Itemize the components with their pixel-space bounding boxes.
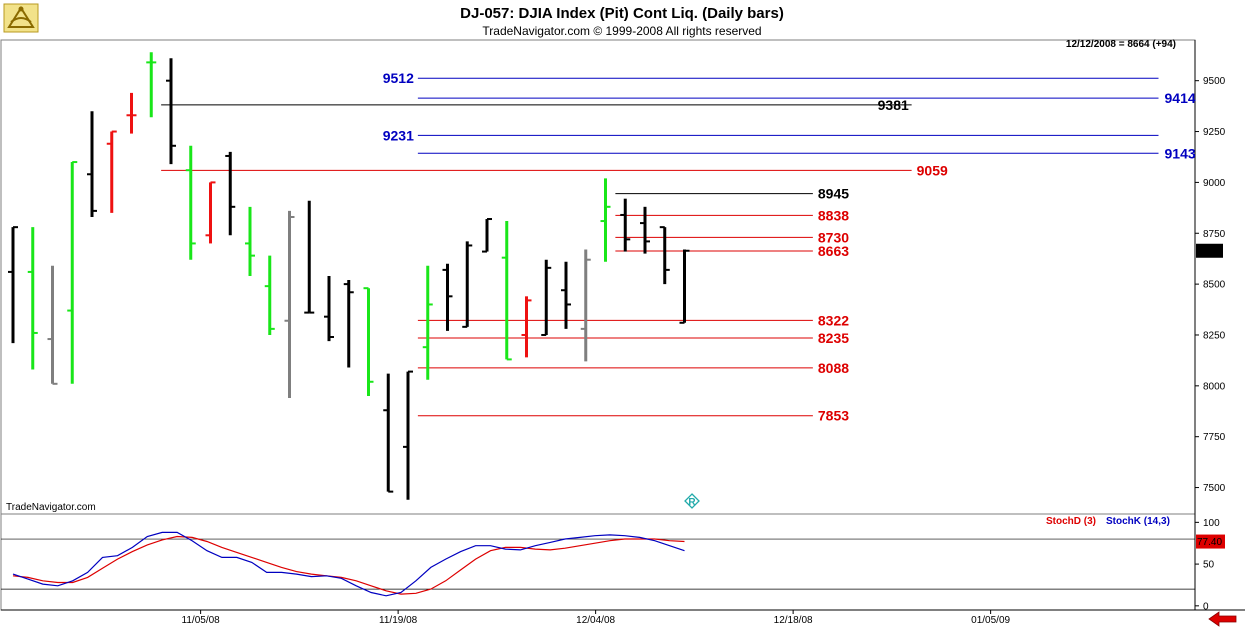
stoch-axis-tick-label: 100 xyxy=(1203,518,1220,529)
price-bar xyxy=(185,145,196,260)
price-axis-tick-label: 7750 xyxy=(1203,432,1226,443)
price-bar xyxy=(561,261,571,329)
price-bar xyxy=(580,249,591,362)
x-axis-tick-label: 11/05/08 xyxy=(182,615,221,626)
level-label: 8663 xyxy=(818,243,849,259)
level-label: 9381 xyxy=(878,97,909,113)
level-label: 8838 xyxy=(818,207,849,223)
price-bar xyxy=(659,226,670,285)
level-label: 9512 xyxy=(383,70,414,86)
chart-title: DJ-057: DJIA Index (Pit) Cont Liq. (Dail… xyxy=(460,5,784,22)
price-bar xyxy=(640,206,650,254)
watermark-text: TradeNavigator.com xyxy=(6,502,96,513)
price-bar xyxy=(27,227,38,370)
price-bar xyxy=(442,263,453,331)
price-bar xyxy=(343,280,354,368)
level-label: 8088 xyxy=(818,360,849,376)
x-axis-tick-label: 12/04/08 xyxy=(576,615,615,626)
price-bar xyxy=(126,92,137,134)
price-bar xyxy=(600,178,611,262)
level-label: 8730 xyxy=(818,229,849,245)
svg-text:R: R xyxy=(688,497,696,508)
price-bar xyxy=(324,275,334,342)
price-axis-tick-label: 8000 xyxy=(1203,381,1226,392)
x-axis-tick-label: 01/05/09 xyxy=(971,615,1010,626)
sextant-logo-icon[interactable] xyxy=(3,3,39,33)
price-axis-tick-label: 9000 xyxy=(1203,178,1226,189)
x-axis-tick-label: 11/19/08 xyxy=(379,615,418,626)
price-bar xyxy=(106,130,117,213)
last-price-label: 8664 xyxy=(1198,246,1221,257)
price-bar xyxy=(521,296,532,358)
price-axis-tick-label: 8250 xyxy=(1203,330,1226,341)
price-bar xyxy=(205,181,216,244)
date-readout: 12/12/2008 = 8664 (+94) xyxy=(1066,39,1176,50)
price-bar xyxy=(87,111,97,217)
level-label: 9059 xyxy=(917,162,948,178)
level-label: 8235 xyxy=(818,330,849,346)
price-bar xyxy=(245,206,255,276)
level-label: 9143 xyxy=(1165,145,1196,161)
price-bar xyxy=(304,200,315,314)
price-bar xyxy=(264,255,275,335)
price-bar xyxy=(482,218,492,253)
level-label: 9231 xyxy=(383,127,414,143)
price-bar xyxy=(620,198,631,252)
stoch-panel-frame xyxy=(0,513,1196,611)
level-label: 8945 xyxy=(818,186,849,202)
level-label: 9414 xyxy=(1165,90,1196,106)
price-panel-frame xyxy=(0,39,1196,515)
price-axis-tick-label: 7500 xyxy=(1203,483,1226,494)
legend-stoch-d: StochD (3) xyxy=(1046,516,1096,527)
price-bar xyxy=(462,241,473,328)
price-bar xyxy=(166,58,176,165)
level-label: 8322 xyxy=(818,312,849,328)
price-axis-tick-label: 9500 xyxy=(1203,76,1226,87)
price-bar xyxy=(284,210,295,399)
price-bar xyxy=(225,151,236,236)
price-bar xyxy=(422,265,433,380)
x-axis-tick-label: 12/18/08 xyxy=(774,615,813,626)
stoch-series-line xyxy=(12,531,685,597)
chart-subtitle: TradeNavigator.com © 1999-2008 All right… xyxy=(482,24,761,38)
price-bar xyxy=(541,259,552,336)
stoch-last-value-label: 77.40 xyxy=(1197,537,1222,548)
price-axis-tick-label: 8750 xyxy=(1203,229,1226,240)
stoch-axis-tick-label: 50 xyxy=(1203,560,1215,571)
price-bar xyxy=(383,373,394,493)
price-bar xyxy=(403,370,413,500)
price-axis-tick-label: 8500 xyxy=(1203,280,1226,291)
price-bar xyxy=(679,249,690,324)
level-label: 7853 xyxy=(818,408,849,424)
r-diamond-icon[interactable]: R xyxy=(684,493,700,509)
price-bar xyxy=(363,287,374,397)
price-bar xyxy=(501,221,512,361)
price-bar xyxy=(67,161,78,384)
left-arrow-icon[interactable] xyxy=(1208,611,1237,627)
price-bar xyxy=(146,52,157,118)
price-axis-tick-label: 9250 xyxy=(1203,127,1226,138)
stoch-series-line xyxy=(12,535,685,595)
stoch-axis-tick-label: 0 xyxy=(1203,601,1209,612)
price-bar xyxy=(8,226,18,344)
stoch-last-value-box xyxy=(1196,534,1225,549)
last-price-box xyxy=(1196,243,1223,258)
legend-stoch-k: StochK (14,3) xyxy=(1106,516,1170,527)
price-bar xyxy=(47,265,58,385)
